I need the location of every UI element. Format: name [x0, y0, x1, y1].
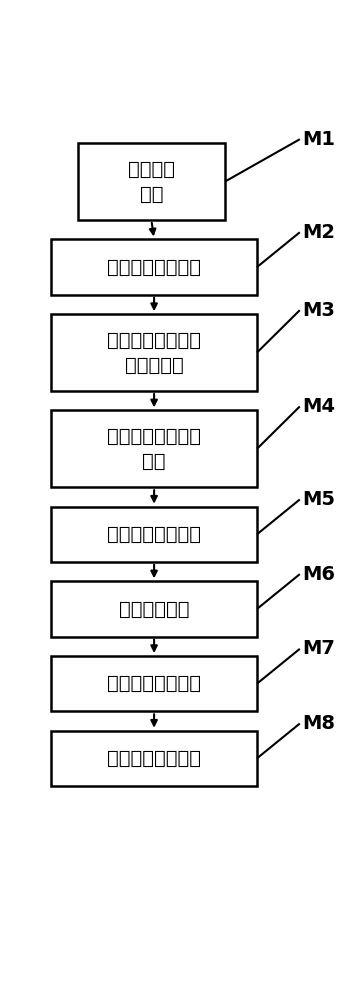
Text: M3: M3 [303, 301, 335, 320]
FancyBboxPatch shape [51, 581, 257, 637]
FancyBboxPatch shape [51, 731, 257, 786]
Text: M6: M6 [303, 565, 335, 584]
FancyBboxPatch shape [78, 143, 225, 220]
Text: M8: M8 [303, 714, 335, 733]
Text: 图像初步处理模块: 图像初步处理模块 [107, 258, 201, 277]
Text: M2: M2 [303, 223, 335, 242]
Text: 统计分析模块: 统计分析模块 [119, 599, 189, 618]
FancyBboxPatch shape [51, 410, 257, 487]
FancyBboxPatch shape [51, 656, 257, 711]
Text: M1: M1 [303, 130, 335, 149]
Text: M5: M5 [303, 490, 335, 509]
Text: M7: M7 [303, 639, 335, 658]
Text: 灰度共生矩阵提取
模块: 灰度共生矩阵提取 模块 [107, 427, 201, 471]
Text: 方向梯度直方图特
征提取模块: 方向梯度直方图特 征提取模块 [107, 331, 201, 375]
Text: 病程等级分类模块: 病程等级分类模块 [107, 749, 201, 768]
Text: 病程等级分析模块: 病程等级分析模块 [107, 674, 201, 693]
FancyBboxPatch shape [51, 314, 257, 391]
FancyBboxPatch shape [51, 507, 257, 562]
Text: 图像获取
模块: 图像获取 模块 [128, 160, 175, 204]
FancyBboxPatch shape [51, 239, 257, 295]
Text: 图像分类分析模块: 图像分类分析模块 [107, 525, 201, 544]
Text: M4: M4 [303, 397, 335, 416]
